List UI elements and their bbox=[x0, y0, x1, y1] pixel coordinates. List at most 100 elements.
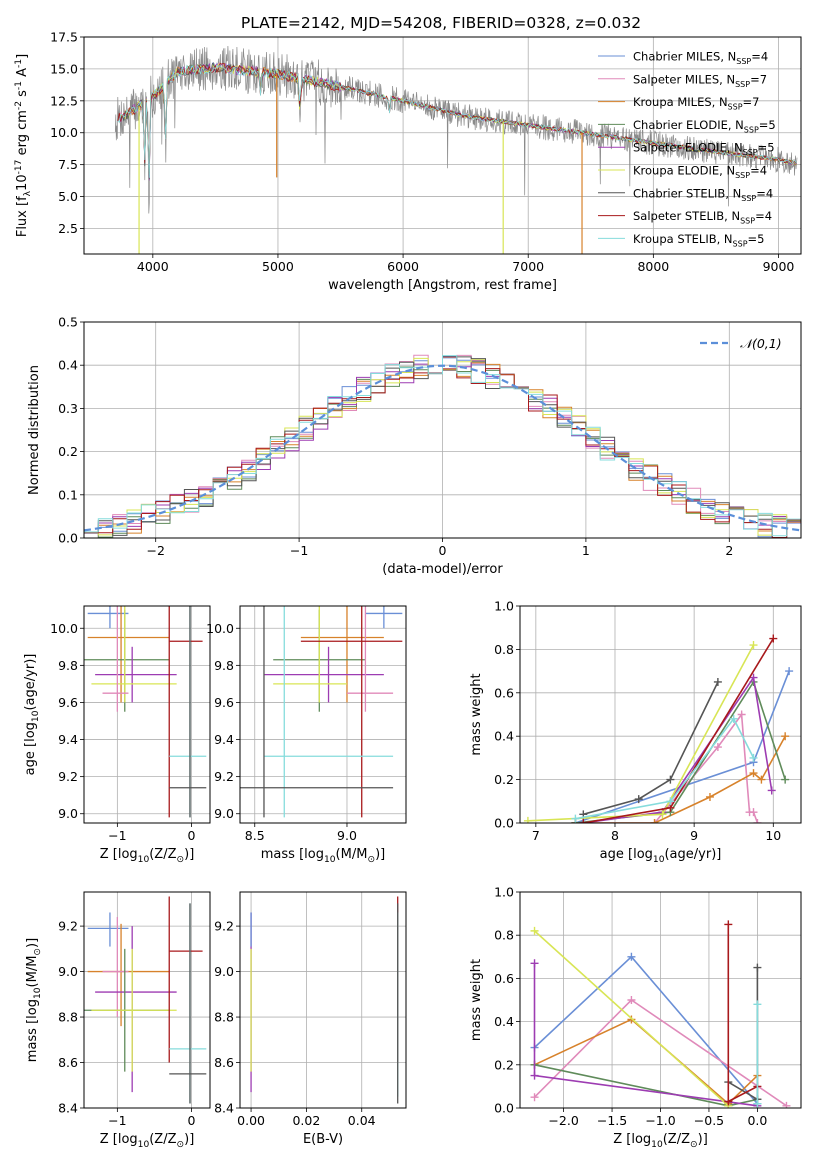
x-tick-label: 9 bbox=[690, 828, 698, 843]
x-tick-label: 6000 bbox=[387, 259, 419, 274]
x-tick-label: 0.0 bbox=[747, 1113, 767, 1128]
x-tick-label: 2 bbox=[725, 543, 733, 558]
y-tick-label: 0.0 bbox=[58, 531, 78, 546]
weight-marker bbox=[705, 792, 714, 801]
y-axis-label: age [log10(age/yr)] bbox=[23, 654, 41, 776]
y-tick-label: 9.0 bbox=[214, 806, 234, 821]
weight-marker bbox=[713, 677, 722, 686]
weight-line bbox=[575, 735, 786, 823]
weight-marker bbox=[749, 641, 758, 650]
y-tick-label: 9.4 bbox=[58, 732, 78, 747]
plot-area-mass-vs-ebv bbox=[250, 896, 399, 1104]
y-tick-label: 0.4 bbox=[494, 1014, 514, 1029]
x-tick-label: 9000 bbox=[763, 259, 795, 274]
legend-label: Chabrier MILES, NSSP=4 bbox=[633, 50, 768, 66]
weight-marker bbox=[530, 926, 539, 935]
y-tick-label: 9.2 bbox=[58, 919, 78, 934]
x-tick-label: 0.00 bbox=[237, 1113, 265, 1128]
weight-marker bbox=[530, 1071, 539, 1080]
x-tick-label: −1 bbox=[290, 543, 308, 558]
weight-marker bbox=[737, 710, 746, 719]
weight-marker bbox=[666, 797, 675, 806]
x-tick-label: 8.5 bbox=[245, 828, 265, 843]
axes-frame bbox=[83, 605, 211, 824]
weight-marker bbox=[724, 920, 733, 929]
y-tick-label: 12.5 bbox=[50, 93, 78, 108]
x-tick-label: 0 bbox=[439, 543, 447, 558]
y-tick-label: 0.0 bbox=[494, 1101, 514, 1116]
y-axis-label: mass weight bbox=[469, 673, 484, 755]
grid-mass-vs-ebv bbox=[240, 892, 406, 1109]
y-axis-label: Flux [fλ10-17 erg cm-2 s-1 A-1] bbox=[14, 54, 33, 237]
legend-label: Kroupa ELODIE, NSSP=4 bbox=[633, 164, 767, 180]
y-tick-label: 0.0 bbox=[494, 816, 514, 831]
y-tick-label: 15.0 bbox=[50, 61, 78, 76]
weight-marker bbox=[781, 775, 790, 784]
x-axis-label: E(B-V) bbox=[303, 1132, 343, 1147]
figure-title: PLATE=2142, MJD=54208, FIBERID=0328, z=0… bbox=[241, 14, 641, 32]
plot-area-age-vs-mass bbox=[240, 606, 403, 818]
plot-area-massweight-vs-z bbox=[530, 920, 791, 1108]
weight-marker bbox=[530, 1093, 539, 1102]
axes-frame bbox=[519, 605, 802, 824]
weight-marker bbox=[530, 959, 539, 968]
x-tick-label: 0 bbox=[187, 1113, 195, 1128]
weight-line bbox=[583, 681, 719, 816]
y-tick-label: 0.6 bbox=[494, 971, 514, 986]
weight-marker bbox=[749, 808, 758, 817]
weight-line bbox=[533, 955, 759, 1105]
y-tick-label: 10.0 bbox=[50, 621, 78, 636]
legend: 𝒩(0,1) bbox=[700, 336, 782, 351]
legend-label: 𝒩(0,1) bbox=[740, 336, 782, 351]
weight-marker bbox=[749, 769, 758, 778]
plot-area-mass-vs-z bbox=[84, 896, 207, 1104]
x-axis-label: Z [log10(Z/Z⊙)] bbox=[100, 847, 195, 865]
weight-marker bbox=[753, 963, 762, 972]
y-tick-label: 9.8 bbox=[58, 658, 78, 673]
y-tick-label: 1.0 bbox=[494, 599, 514, 614]
residual-histogram bbox=[84, 355, 801, 537]
x-axis-label: wavelength [Angstrom, rest frame] bbox=[328, 278, 557, 293]
weight-marker bbox=[781, 732, 790, 741]
x-tick-label: −1.0 bbox=[645, 1113, 675, 1128]
weight-marker bbox=[724, 1097, 733, 1106]
weight-marker bbox=[749, 673, 758, 682]
x-tick-label: 7000 bbox=[512, 259, 544, 274]
x-tick-label: 0.04 bbox=[348, 1113, 376, 1128]
y-tick-label: 8.4 bbox=[58, 1101, 78, 1116]
weight-marker bbox=[767, 786, 776, 795]
x-tick-label: 0 bbox=[187, 828, 195, 843]
y-tick-label: 9.6 bbox=[58, 695, 78, 710]
y-tick-label: 1.0 bbox=[494, 885, 514, 900]
x-axis-label: (data-model)/error bbox=[382, 562, 503, 577]
x-tick-label: 9.0 bbox=[337, 828, 357, 843]
y-tick-label: 5.0 bbox=[58, 189, 78, 204]
plot-area-age-vs-z bbox=[84, 606, 207, 818]
weight-marker bbox=[749, 753, 758, 762]
y-tick-label: 0.3 bbox=[58, 401, 78, 416]
plot-area-spectrum bbox=[114, 45, 798, 254]
weight-marker bbox=[713, 743, 722, 752]
model-spectrum bbox=[117, 64, 797, 178]
x-axis-label: age [log10(age/yr)] bbox=[600, 847, 722, 865]
y-axis-label: mass weight bbox=[469, 959, 484, 1041]
y-tick-label: 9.0 bbox=[214, 964, 234, 979]
x-tick-label: 5000 bbox=[262, 259, 294, 274]
weight-marker bbox=[658, 810, 667, 819]
x-tick-label: −1.5 bbox=[597, 1113, 627, 1128]
weight-marker bbox=[729, 714, 738, 723]
y-tick-label: 8.8 bbox=[58, 1010, 78, 1025]
axes-mass-vs-z: −1 0 8.4 8.6 8.8 9.0 9.2 Z [log10(Z/Z⊙)] mass [l… bbox=[25, 891, 211, 1150]
weight-line bbox=[533, 930, 729, 1107]
y-tick-label: 0.8 bbox=[494, 642, 514, 657]
weight-marker bbox=[523, 816, 532, 823]
legend-label: Chabrier STELIB, NSSP=4 bbox=[633, 186, 773, 202]
y-tick-label: 9.0 bbox=[58, 806, 78, 821]
grid-age-vs-mass bbox=[240, 606, 406, 823]
x-tick-label: 0.02 bbox=[292, 1113, 320, 1128]
axes-frame bbox=[83, 36, 802, 255]
x-tick-label: 10 bbox=[765, 828, 781, 843]
y-tick-label: 8.4 bbox=[214, 1101, 234, 1116]
grid-residuals bbox=[84, 321, 801, 539]
